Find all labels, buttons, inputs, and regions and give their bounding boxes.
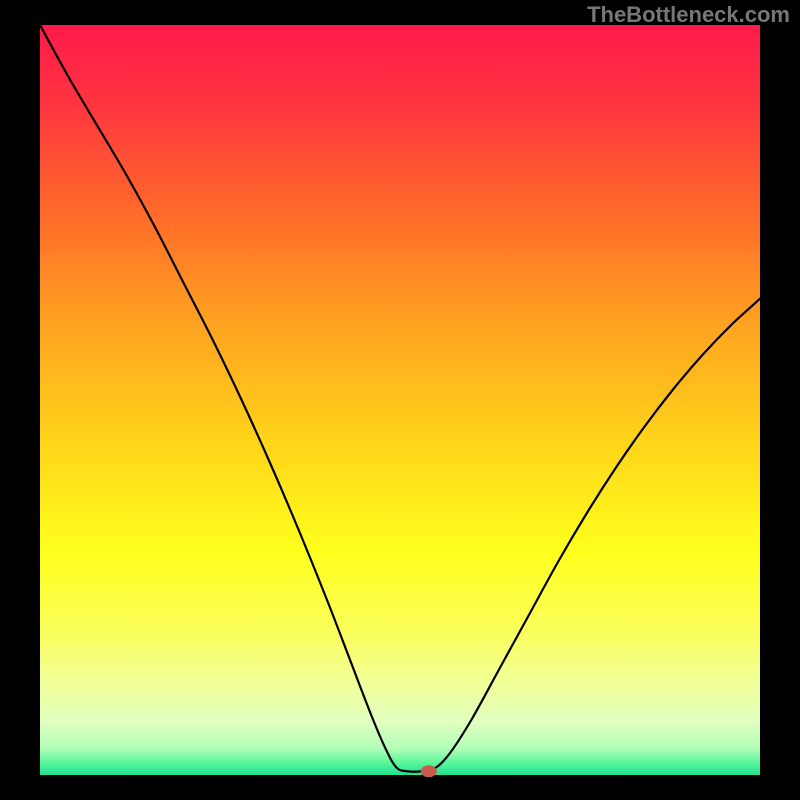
branding-text: TheBottleneck.com <box>587 2 790 28</box>
chart-container: TheBottleneck.com <box>0 0 800 800</box>
optimal-point-marker <box>421 765 437 777</box>
bottleneck-chart-svg <box>0 0 800 800</box>
plot-gradient-background <box>40 25 760 775</box>
